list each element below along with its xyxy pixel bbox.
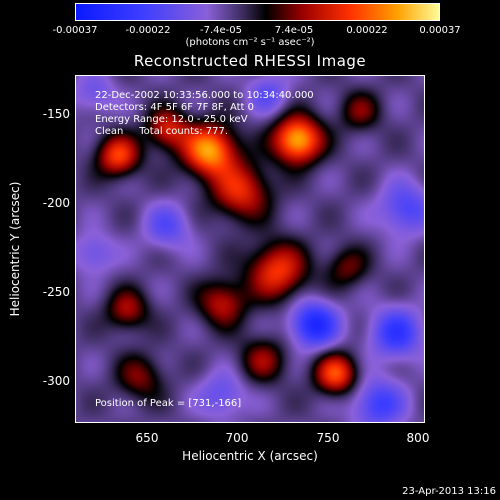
- chart-title: Reconstructed RHESSI Image: [133, 52, 367, 70]
- colorbar: [75, 3, 440, 21]
- colorbar-units: (photons cm⁻² s⁻¹ asec⁻²): [185, 37, 315, 48]
- y-axis-label: Heliocentric Y (arcsec): [8, 181, 22, 317]
- y-tick-label: -250: [42, 285, 70, 299]
- annotation-clean: Clean Total counts: 777.: [95, 126, 229, 137]
- y-tick-label: -300: [42, 374, 70, 388]
- annotation-energy: Energy Range: 12.0 - 25.0 keV: [95, 114, 248, 125]
- colorbar-gradient: [76, 4, 439, 20]
- colorbar-tick-label: 7.4e-05: [274, 25, 314, 36]
- y-tick-label: -200: [42, 196, 70, 210]
- annotation-time-range: 22-Dec-2002 10:33:56.000 to 10:34:40.000: [95, 90, 314, 101]
- x-tick-label: 700: [225, 431, 249, 445]
- colorbar-tick-label: 0.00037: [419, 25, 461, 36]
- x-axis-label: Heliocentric X (arcsec): [182, 449, 318, 463]
- x-tick-label: 650: [135, 431, 159, 445]
- y-tick-label: -150: [42, 107, 70, 121]
- annotation-peak-position: Position of Peak = [731,-166]: [95, 398, 242, 409]
- colorbar-tick-label: -0.00037: [52, 25, 98, 36]
- colorbar-tick-label: 0.00022: [346, 25, 388, 36]
- colorbar-tick-label: -0.00022: [125, 25, 171, 36]
- timestamp-footer: 23-Apr-2013 13:16: [402, 486, 496, 497]
- x-tick-label: 750: [316, 431, 340, 445]
- x-tick-label: 800: [406, 431, 430, 445]
- heatmap-image: [75, 75, 425, 423]
- annotation-detectors: Detectors: 4F 5F 6F 7F 8F, Att 0: [95, 102, 255, 113]
- colorbar-tick-label: -7.4e-05: [200, 25, 242, 36]
